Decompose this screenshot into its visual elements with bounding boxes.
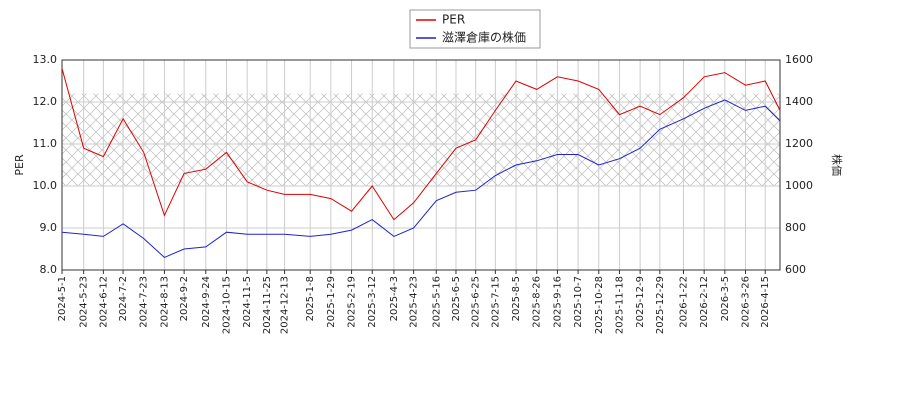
x-tick-label: 2024-7-23 bbox=[139, 276, 150, 328]
plot-frame bbox=[61, 59, 781, 271]
x-tick-label: 2025-12-29 bbox=[655, 276, 666, 334]
x-tick-label: 2025-1-29 bbox=[326, 276, 337, 328]
x-tick-label: 2025-4-3 bbox=[389, 276, 400, 321]
legend-box bbox=[409, 9, 541, 49]
y-tick-label: 11.0 bbox=[33, 137, 58, 150]
x-tick-label: 2024-9-24 bbox=[201, 276, 212, 328]
x-tick-label: 2026-2-12 bbox=[699, 276, 710, 328]
y-tick-label: 13.0 bbox=[33, 53, 58, 66]
x-tick-label: 2025-6-25 bbox=[471, 276, 482, 328]
series-line bbox=[61, 99, 781, 258]
x-tick-label: 2025-6-5 bbox=[451, 276, 462, 321]
x-tick-label: 2025-2-19 bbox=[347, 276, 358, 328]
x-tick-label: 2026-3-5 bbox=[720, 276, 731, 321]
x-tick-label: 2024-5-23 bbox=[79, 276, 90, 328]
x-tick-label: 2024-6-12 bbox=[98, 276, 109, 328]
shaded-range bbox=[62, 93, 780, 186]
x-tick-label: 2024-11-5 bbox=[242, 276, 253, 328]
y-tick-label: 12.0 bbox=[33, 95, 58, 108]
y2-axis-label: 株価 bbox=[830, 154, 844, 176]
y-tick-label: 10.0 bbox=[33, 179, 58, 192]
x-tick-label: 2024-10-15 bbox=[221, 276, 232, 334]
x-tick-label: 2025-11-18 bbox=[614, 276, 625, 334]
x-tick-label: 2025-5-16 bbox=[431, 276, 442, 328]
y2-tick-label: 1400 bbox=[785, 95, 813, 108]
x-tick-label: 2025-10-28 bbox=[594, 276, 605, 334]
x-tick-label: 2024-5-1 bbox=[57, 276, 68, 321]
x-tick-label: 2024-11-25 bbox=[262, 276, 273, 334]
series-line bbox=[61, 68, 781, 221]
x-tick-label: 2025-12-9 bbox=[635, 276, 646, 328]
x-tick-label: 2025-4-23 bbox=[409, 276, 420, 328]
x-tick-label: 2026-3-26 bbox=[741, 276, 752, 328]
x-tick-label: 2024-7-2 bbox=[118, 276, 129, 321]
x-tick-label: 2025-8-26 bbox=[532, 276, 543, 328]
legend-label: PER bbox=[442, 13, 465, 27]
x-tick-label: 2025-10-7 bbox=[573, 276, 584, 328]
y2-tick-label: 800 bbox=[785, 221, 806, 234]
x-tick-label: 2025-3-12 bbox=[367, 276, 378, 328]
y-axis-label: PER bbox=[13, 154, 26, 176]
y-tick-label: 9.0 bbox=[40, 221, 58, 234]
x-tick-label: 2025-8-5 bbox=[511, 276, 522, 321]
legend-label: 滋澤倉庫の株価 bbox=[442, 30, 526, 45]
x-tick-label: 2024-12-13 bbox=[280, 276, 291, 334]
y2-tick-label: 600 bbox=[785, 263, 806, 276]
x-tick-label: 2026-1-22 bbox=[678, 276, 689, 328]
y2-tick-label: 1000 bbox=[785, 179, 813, 192]
x-tick-label: 2024-8-13 bbox=[159, 276, 170, 328]
x-tick-label: 2025-7-15 bbox=[490, 276, 501, 328]
x-tick-label: 2026-4-15 bbox=[760, 276, 771, 328]
y2-tick-label: 1600 bbox=[785, 53, 813, 66]
y2-tick-label: 1200 bbox=[785, 137, 813, 150]
x-tick-label: 2025-1-8 bbox=[305, 276, 316, 321]
y-tick-label: 8.0 bbox=[40, 263, 58, 276]
x-tick-label: 2024-9-2 bbox=[179, 276, 190, 321]
x-tick-label: 2025-9-16 bbox=[552, 276, 563, 328]
